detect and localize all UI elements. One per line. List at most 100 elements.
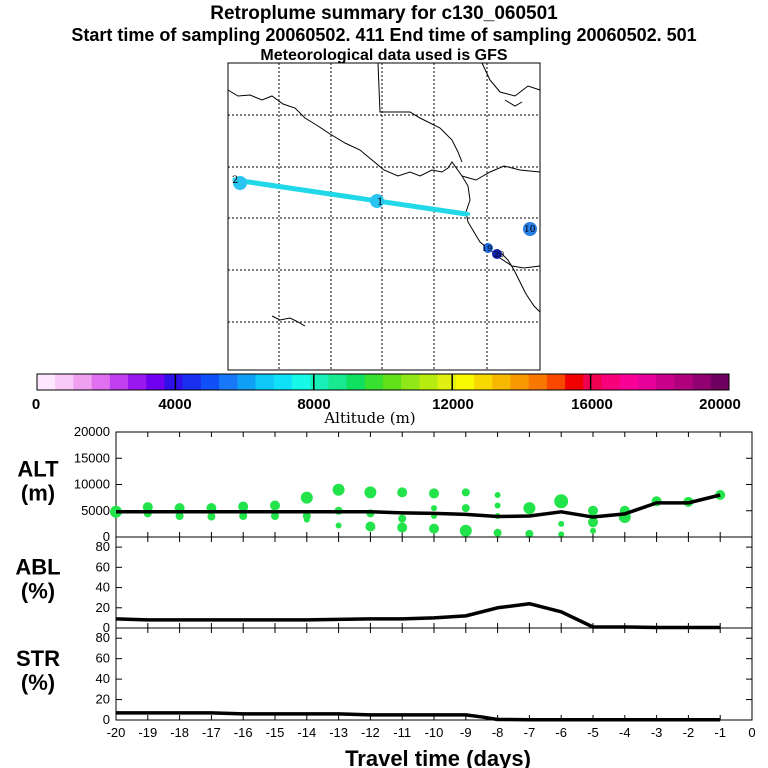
scatter-point	[590, 527, 596, 534]
colorbar-swatch	[328, 374, 348, 390]
colorbar-swatch	[255, 374, 275, 390]
y-tick-label: 5000	[81, 503, 110, 518]
y-tick-label: 60	[96, 559, 110, 574]
y-tick-label: 60	[96, 651, 110, 666]
y-tick-label: 40	[96, 671, 110, 686]
colorbar-swatch	[73, 374, 93, 390]
map-marker	[483, 243, 493, 253]
colorbar-swatch	[401, 374, 420, 390]
colorbar-swatch	[565, 374, 584, 390]
map-marker	[523, 222, 537, 236]
colorbar-swatch	[237, 374, 257, 390]
colorbar-swatch	[164, 374, 184, 390]
colorbar-swatch	[474, 374, 493, 390]
y-tick-label: 0	[103, 620, 110, 635]
y-tick-label: 20	[96, 692, 110, 707]
colorbar-swatch	[109, 374, 129, 390]
y-axis-label: ABL	[15, 555, 60, 580]
y-axis-label: (%)	[21, 579, 55, 604]
y-tick-label: 20	[96, 600, 110, 615]
scatter-point	[365, 521, 376, 532]
colorbar-swatch	[364, 374, 384, 390]
colorbar-swatch	[619, 374, 639, 390]
x-tick-label: -19	[138, 725, 157, 740]
x-axis-label: Travel time (days)	[345, 746, 531, 768]
x-tick-label: -14	[297, 725, 316, 740]
x-tick-label: -5	[587, 725, 599, 740]
colorbar-tick-label: 8000	[297, 396, 330, 413]
map-marker-label: 2	[232, 175, 238, 186]
y-axis-label: (%)	[21, 670, 55, 695]
colorbar-tick-label: 12000	[432, 396, 474, 413]
scatter-point	[300, 491, 313, 504]
map-frame	[227, 62, 541, 371]
colorbar-swatch	[346, 374, 366, 390]
y-axis-label: STR	[16, 646, 60, 671]
x-tick-label: -20	[107, 725, 126, 740]
scatter-point	[429, 488, 439, 499]
series-line	[116, 711, 721, 722]
x-tick-label: -10	[425, 725, 444, 740]
panel-frame	[115, 627, 753, 721]
colorbar-swatch	[692, 374, 712, 390]
colorbar-swatch	[455, 374, 475, 390]
y-tick-label: 15000	[74, 450, 110, 465]
scatter-point	[588, 505, 598, 516]
y-axis-label: ALT	[17, 457, 59, 482]
x-tick-label: -17	[202, 725, 221, 740]
series-line	[115, 601, 721, 630]
colorbar-swatch	[200, 374, 220, 390]
colorbar-swatch	[310, 374, 329, 390]
scatter-point	[494, 492, 501, 498]
scatter-point	[523, 502, 536, 515]
x-tick-label: -16	[234, 725, 253, 740]
scatter-point	[397, 522, 408, 533]
alt-panel: 0 5000 10000 15000 20000 ALT(m)	[17, 424, 753, 544]
colorbar-swatch	[128, 374, 147, 390]
colorbar-swatch	[37, 374, 56, 390]
colorbar-frame	[36, 373, 730, 391]
x-tick-label: -2	[683, 725, 695, 740]
colorbar-tick-label: 0	[32, 396, 40, 413]
x-tick-label: -12	[361, 725, 380, 740]
scatter-point	[493, 528, 502, 537]
x-tick-label: -1	[714, 725, 726, 740]
map-marker-label: 1	[377, 197, 383, 208]
scatter-point	[335, 522, 342, 529]
abl-panel: 0 20 40 60 80 ABL(%)	[15, 536, 753, 635]
x-tick-label: -7	[524, 725, 536, 740]
coastlines	[227, 62, 541, 327]
met-data-note: Meteorological data used is GFS	[260, 47, 508, 64]
scatter-point	[461, 488, 470, 497]
altitude-colorbar	[36, 373, 730, 391]
colorbar-swatch	[546, 374, 566, 390]
scatter-point	[142, 502, 153, 513]
scatter-point	[270, 500, 280, 511]
scatter-point	[554, 494, 569, 509]
colorbar-swatch	[710, 374, 730, 390]
series-line	[116, 493, 721, 519]
colorbar-swatch	[656, 374, 675, 390]
scatter-point	[429, 523, 439, 534]
map-marker-label: 10	[524, 225, 536, 235]
x-tick-label: -11	[393, 725, 411, 740]
x-tick-label: -8	[492, 725, 504, 740]
colorbar-swatch	[583, 374, 603, 390]
colorbar-swatch	[674, 374, 694, 390]
y-tick-label: 0	[103, 712, 110, 727]
scatter-point	[558, 531, 565, 538]
sampling-time: Start time of sampling 20060502. 411 End…	[71, 25, 697, 45]
y-tick-label: 80	[96, 539, 110, 554]
page-title: Retroplume summary for c130_060501	[210, 3, 558, 24]
colorbar-swatch	[437, 374, 457, 390]
map-panel: 2 1 10 19 20	[227, 62, 541, 371]
y-tick-label: 80	[96, 630, 110, 645]
colorbar-swatch	[219, 374, 238, 390]
colorbar-swatch	[510, 374, 530, 390]
x-tick-label: -13	[329, 725, 348, 740]
y-tick-label: 40	[96, 580, 110, 595]
colorbar-swatch	[419, 374, 439, 390]
map-marker	[492, 249, 502, 259]
